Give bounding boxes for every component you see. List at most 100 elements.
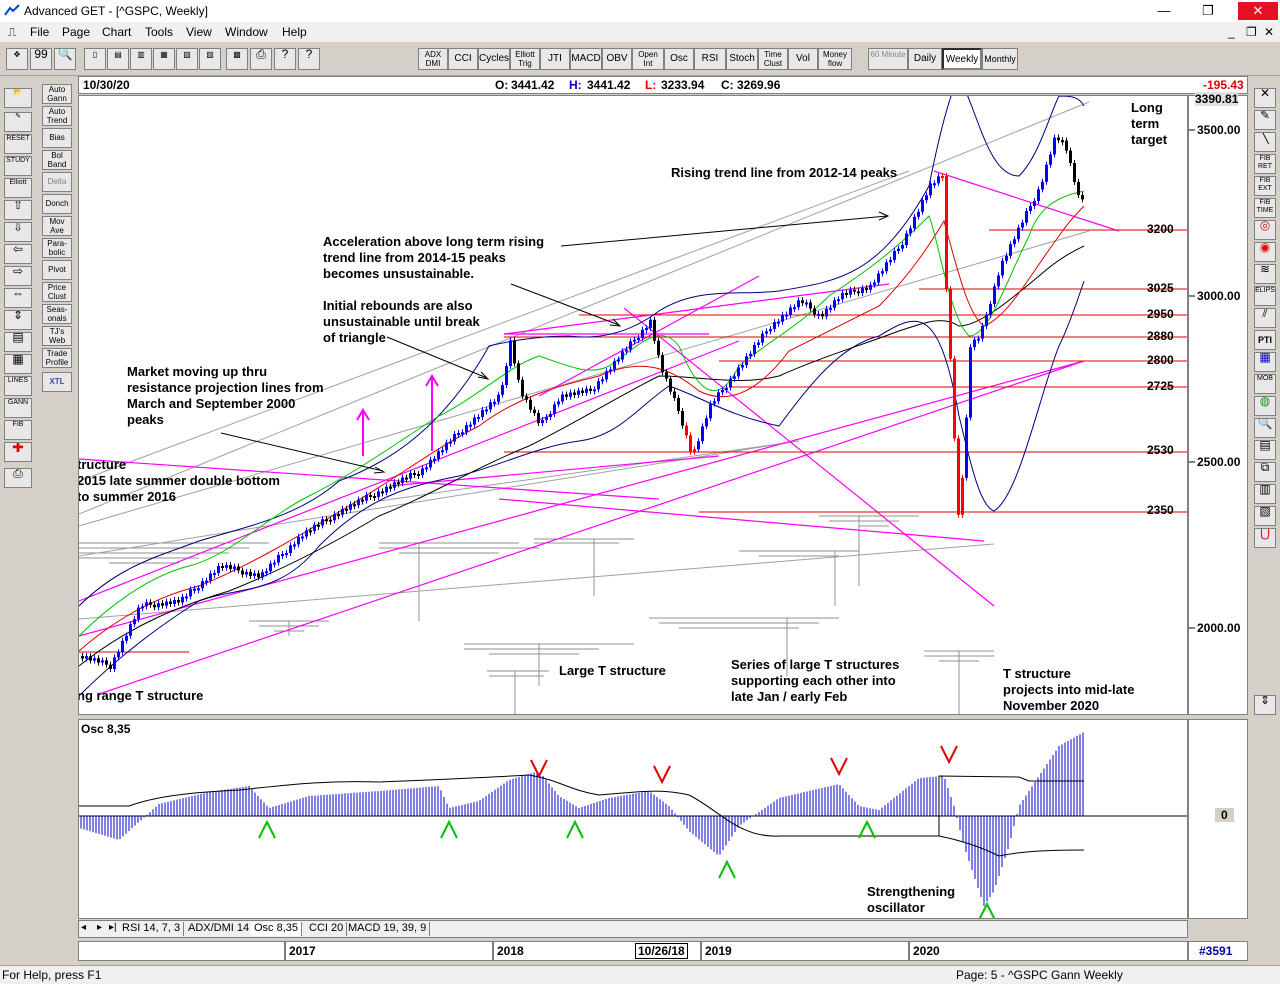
bars-icon[interactable]: ▧ [1254,506,1276,526]
quote-icon[interactable]: 99 [30,48,52,70]
fib-circle-icon[interactable]: ◎ [1254,220,1276,240]
indicator-obv-button[interactable]: OBV [602,48,632,70]
tab-rsi[interactable]: RSI 14, 7, 3 [119,922,185,936]
page-icon[interactable]: ▤ [4,332,32,352]
arrow-right-icon[interactable]: ⇨ [4,266,32,286]
tab-scroll-left-icon[interactable]: ◂ [81,922,87,933]
price-chart-canvas[interactable] [79,96,1188,715]
menu-window[interactable]: Window [225,25,268,39]
indicator-stoch-button[interactable]: Stoch [726,48,758,70]
indicator-money-flow-button[interactable]: Money flow [818,48,852,70]
tab-cci[interactable]: CCI 20 [306,922,348,936]
context-help-icon[interactable]: ? [298,48,320,70]
menu-page[interactable]: Page [62,25,91,39]
period-weekly-button[interactable]: Weekly [942,48,982,70]
tool-bol-band[interactable]: Bol Band [42,150,72,170]
ruler-icon[interactable]: ▥ [1254,484,1276,504]
ellipse-button[interactable]: ELIPS [1254,286,1276,306]
tool-tjs-web[interactable]: TJ's Web [42,326,72,346]
tab-scroll-end-icon[interactable]: ▸| [109,922,117,933]
channel-icon[interactable]: ≋ [1254,264,1276,284]
tool-mov-ave[interactable]: Mov Ave [42,216,72,236]
elliott-icon[interactable]: Elliott [4,178,32,198]
pencil-icon[interactable]: ✎ [1254,110,1276,130]
window-icon[interactable]: ▧ [176,48,198,70]
target-icon[interactable]: ◍ [1254,396,1276,416]
arrow-down-icon[interactable]: ⇩ [4,222,32,242]
parallel-icon[interactable]: ⫽ [1254,308,1276,328]
tab-macd[interactable]: MACD 19, 39, 9 [345,922,431,936]
arrow-left-icon[interactable]: ⇦ [4,244,32,264]
oscillator-panel[interactable]: Osc 8,35 Strengthening oscillator [78,719,1188,919]
indicator-osc-button[interactable]: Osc [664,48,694,70]
magnet-icon[interactable]: ⋃ [1254,528,1276,548]
close-button[interactable]: ✕ [1238,2,1278,20]
indicator-elliott-trig-button[interactable]: Elliott Trig [510,48,540,70]
tool-auto-trend[interactable]: Auto Trend [42,106,72,126]
tool-delta[interactable]: Delta [42,172,72,192]
copy-icon[interactable]: ▦ [153,48,175,70]
indicator-rsi-button[interactable]: RSI [694,48,726,70]
tool-parabolic[interactable]: Para-bolic [42,238,72,258]
new-page-icon[interactable]: ▯ [84,48,106,70]
indicator-vol-button[interactable]: Vol [788,48,818,70]
print-tool-icon[interactable]: ⎙ [4,468,32,488]
gann-icon[interactable]: GANN [4,398,32,418]
date-scale[interactable]: 2017 2018 10/26/18 2019 2020 [78,941,1188,961]
tool-pivot[interactable]: Pivot [42,260,72,280]
price-chart-panel[interactable]: Long term target Rising trend line from … [78,95,1188,715]
tool-bias[interactable]: Bias [42,128,72,148]
grid-view-icon[interactable]: ▦ [4,354,32,374]
restore-button[interactable]: ❐ [1202,3,1214,18]
tool-price-clust[interactable]: Price Clust [42,282,72,302]
period-monthly-button[interactable]: Monthly [982,48,1018,70]
mdi-doc-icon[interactable]: ⎍ [8,25,17,39]
magnify-icon[interactable]: 🔍 [1254,418,1276,438]
stack-icon[interactable]: ▤ [1254,440,1276,460]
line-tool-icon[interactable]: ╲ [1254,132,1276,152]
tool-donch[interactable]: Donch [42,194,72,214]
crosshair-icon[interactable]: ✚ [4,442,32,462]
menu-tools[interactable]: Tools [145,25,174,39]
save-icon[interactable]: ▥ [130,48,152,70]
indicator-open-int-button[interactable]: Open Int [632,48,664,70]
indicator-adx-dmi-button[interactable]: ADX DMI [418,48,448,70]
lines-icon[interactable]: LINES [4,376,32,396]
indicator-cycles-button[interactable]: Cycles [478,48,510,70]
wizard-icon[interactable]: ✎ [4,112,32,132]
fib-time-button[interactable]: FIB TIME [1254,198,1276,218]
compress-icon[interactable]: ⇔ [4,288,32,308]
price-scale[interactable]: 3390.81 3500.00 3000.00 2500.00 2000.00 [1188,92,1248,715]
toggle-icon[interactable]: ▩ [226,48,248,70]
fib-ret-button[interactable]: FIB RET [1254,154,1276,174]
fib-icon[interactable]: FIB [4,420,32,440]
study-icon[interactable]: STUDY [4,156,32,176]
mdi-close-button[interactable]: ✕ [1264,25,1275,39]
menu-chart[interactable]: Chart [102,25,132,39]
period-daily-button[interactable]: Daily [908,48,942,70]
scale-compress-icon[interactable]: ⇕ [1254,695,1276,715]
reset-icon[interactable]: RESET [4,134,32,154]
close-tool-icon[interactable]: ✕ [1254,88,1276,108]
zoom-icon[interactable]: 🔍 [54,48,76,70]
tool-seasonals[interactable]: Seas-onals [42,304,72,324]
menu-help[interactable]: Help [282,25,307,39]
folder-icon[interactable]: 📂 [4,88,32,108]
mdi-restore-button[interactable]: ❐ [1246,25,1257,39]
tab-scroll-right-icon[interactable]: ▸ [97,922,103,933]
indicator-cci-button[interactable]: CCI [448,48,478,70]
open-icon[interactable]: ▤ [107,48,129,70]
arrow-up-icon[interactable]: ⇧ [4,200,32,220]
tab-adx-dmi[interactable]: ADX/DMI 14 [185,922,254,936]
grid-icon[interactable]: ▨ [199,48,221,70]
grid-tool-icon[interactable]: ▦ [1254,352,1276,372]
tool-trade-profile[interactable]: Trade Profile [42,348,72,368]
minimize-button[interactable]: — [1157,3,1171,18]
fib-ext-button[interactable]: FIB EXT [1254,176,1276,196]
menu-file[interactable]: File [30,25,50,39]
cursor-icon[interactable]: ✥ [6,48,28,70]
period-60-minute-button[interactable]: 60 Minute [868,48,908,70]
compare-icon[interactable]: ⧉ [1254,462,1276,482]
help-icon[interactable]: ? [274,48,296,70]
tool-auto-gann[interactable]: Auto Gann [42,84,72,104]
